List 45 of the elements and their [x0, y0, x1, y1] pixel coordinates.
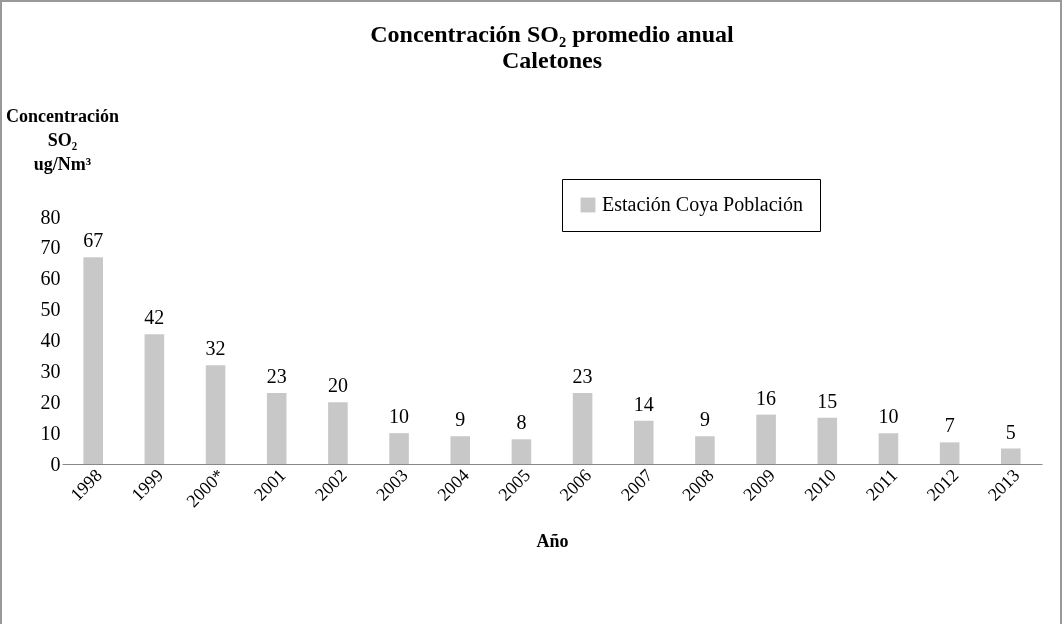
bar: [266, 392, 287, 464]
x-axis-title: Año: [536, 531, 569, 552]
legend-label: Estación Coya Población: [602, 193, 804, 216]
y-tick-label: 80: [40, 205, 61, 228]
bar: [205, 365, 226, 464]
y-tick-label: 10: [40, 421, 61, 444]
chart-title: Concentración SO₂ promedio anual Caletones: [370, 21, 735, 73]
data-label: 10: [389, 405, 410, 428]
bar: [389, 433, 409, 464]
data-label: 23: [266, 364, 287, 387]
bar: [878, 433, 899, 464]
y-tick-label: 40: [40, 329, 61, 351]
y-tick-label: 50: [40, 298, 61, 321]
data-label: 15: [817, 389, 838, 412]
y-tick-label: 70: [40, 236, 61, 259]
bar: [817, 417, 838, 464]
bar: [633, 420, 654, 464]
data-label: 10: [878, 405, 899, 428]
bar: [572, 392, 593, 464]
data-label: 14: [633, 392, 654, 415]
data-label: 23: [572, 364, 593, 387]
bar: [328, 402, 348, 464]
data-label: 42: [144, 306, 165, 329]
data-label: 20: [327, 374, 348, 397]
bar: [511, 439, 532, 464]
y-tick-label: 20: [40, 390, 61, 413]
data-label: 8: [516, 411, 527, 434]
bar: [756, 414, 776, 464]
bar: [1001, 448, 1021, 464]
bar: [939, 442, 960, 464]
data-label: 7: [944, 414, 955, 437]
bar: [450, 436, 471, 464]
y-tick-label: 60: [40, 267, 61, 290]
bar: [83, 257, 103, 464]
data-label: 9: [455, 408, 466, 431]
y-axis-title: Concentración SO₂ ug/Nm³: [6, 105, 119, 174]
bar: [695, 436, 715, 464]
data-label: 16: [756, 386, 777, 409]
data-label: 5: [1005, 420, 1016, 443]
y-tick-label: 30: [40, 359, 61, 382]
data-label: 32: [205, 337, 226, 360]
data-label: 9: [699, 408, 710, 431]
y-tick-label: 0: [50, 452, 61, 475]
data-label: 67: [83, 229, 104, 252]
bar: [144, 334, 165, 464]
